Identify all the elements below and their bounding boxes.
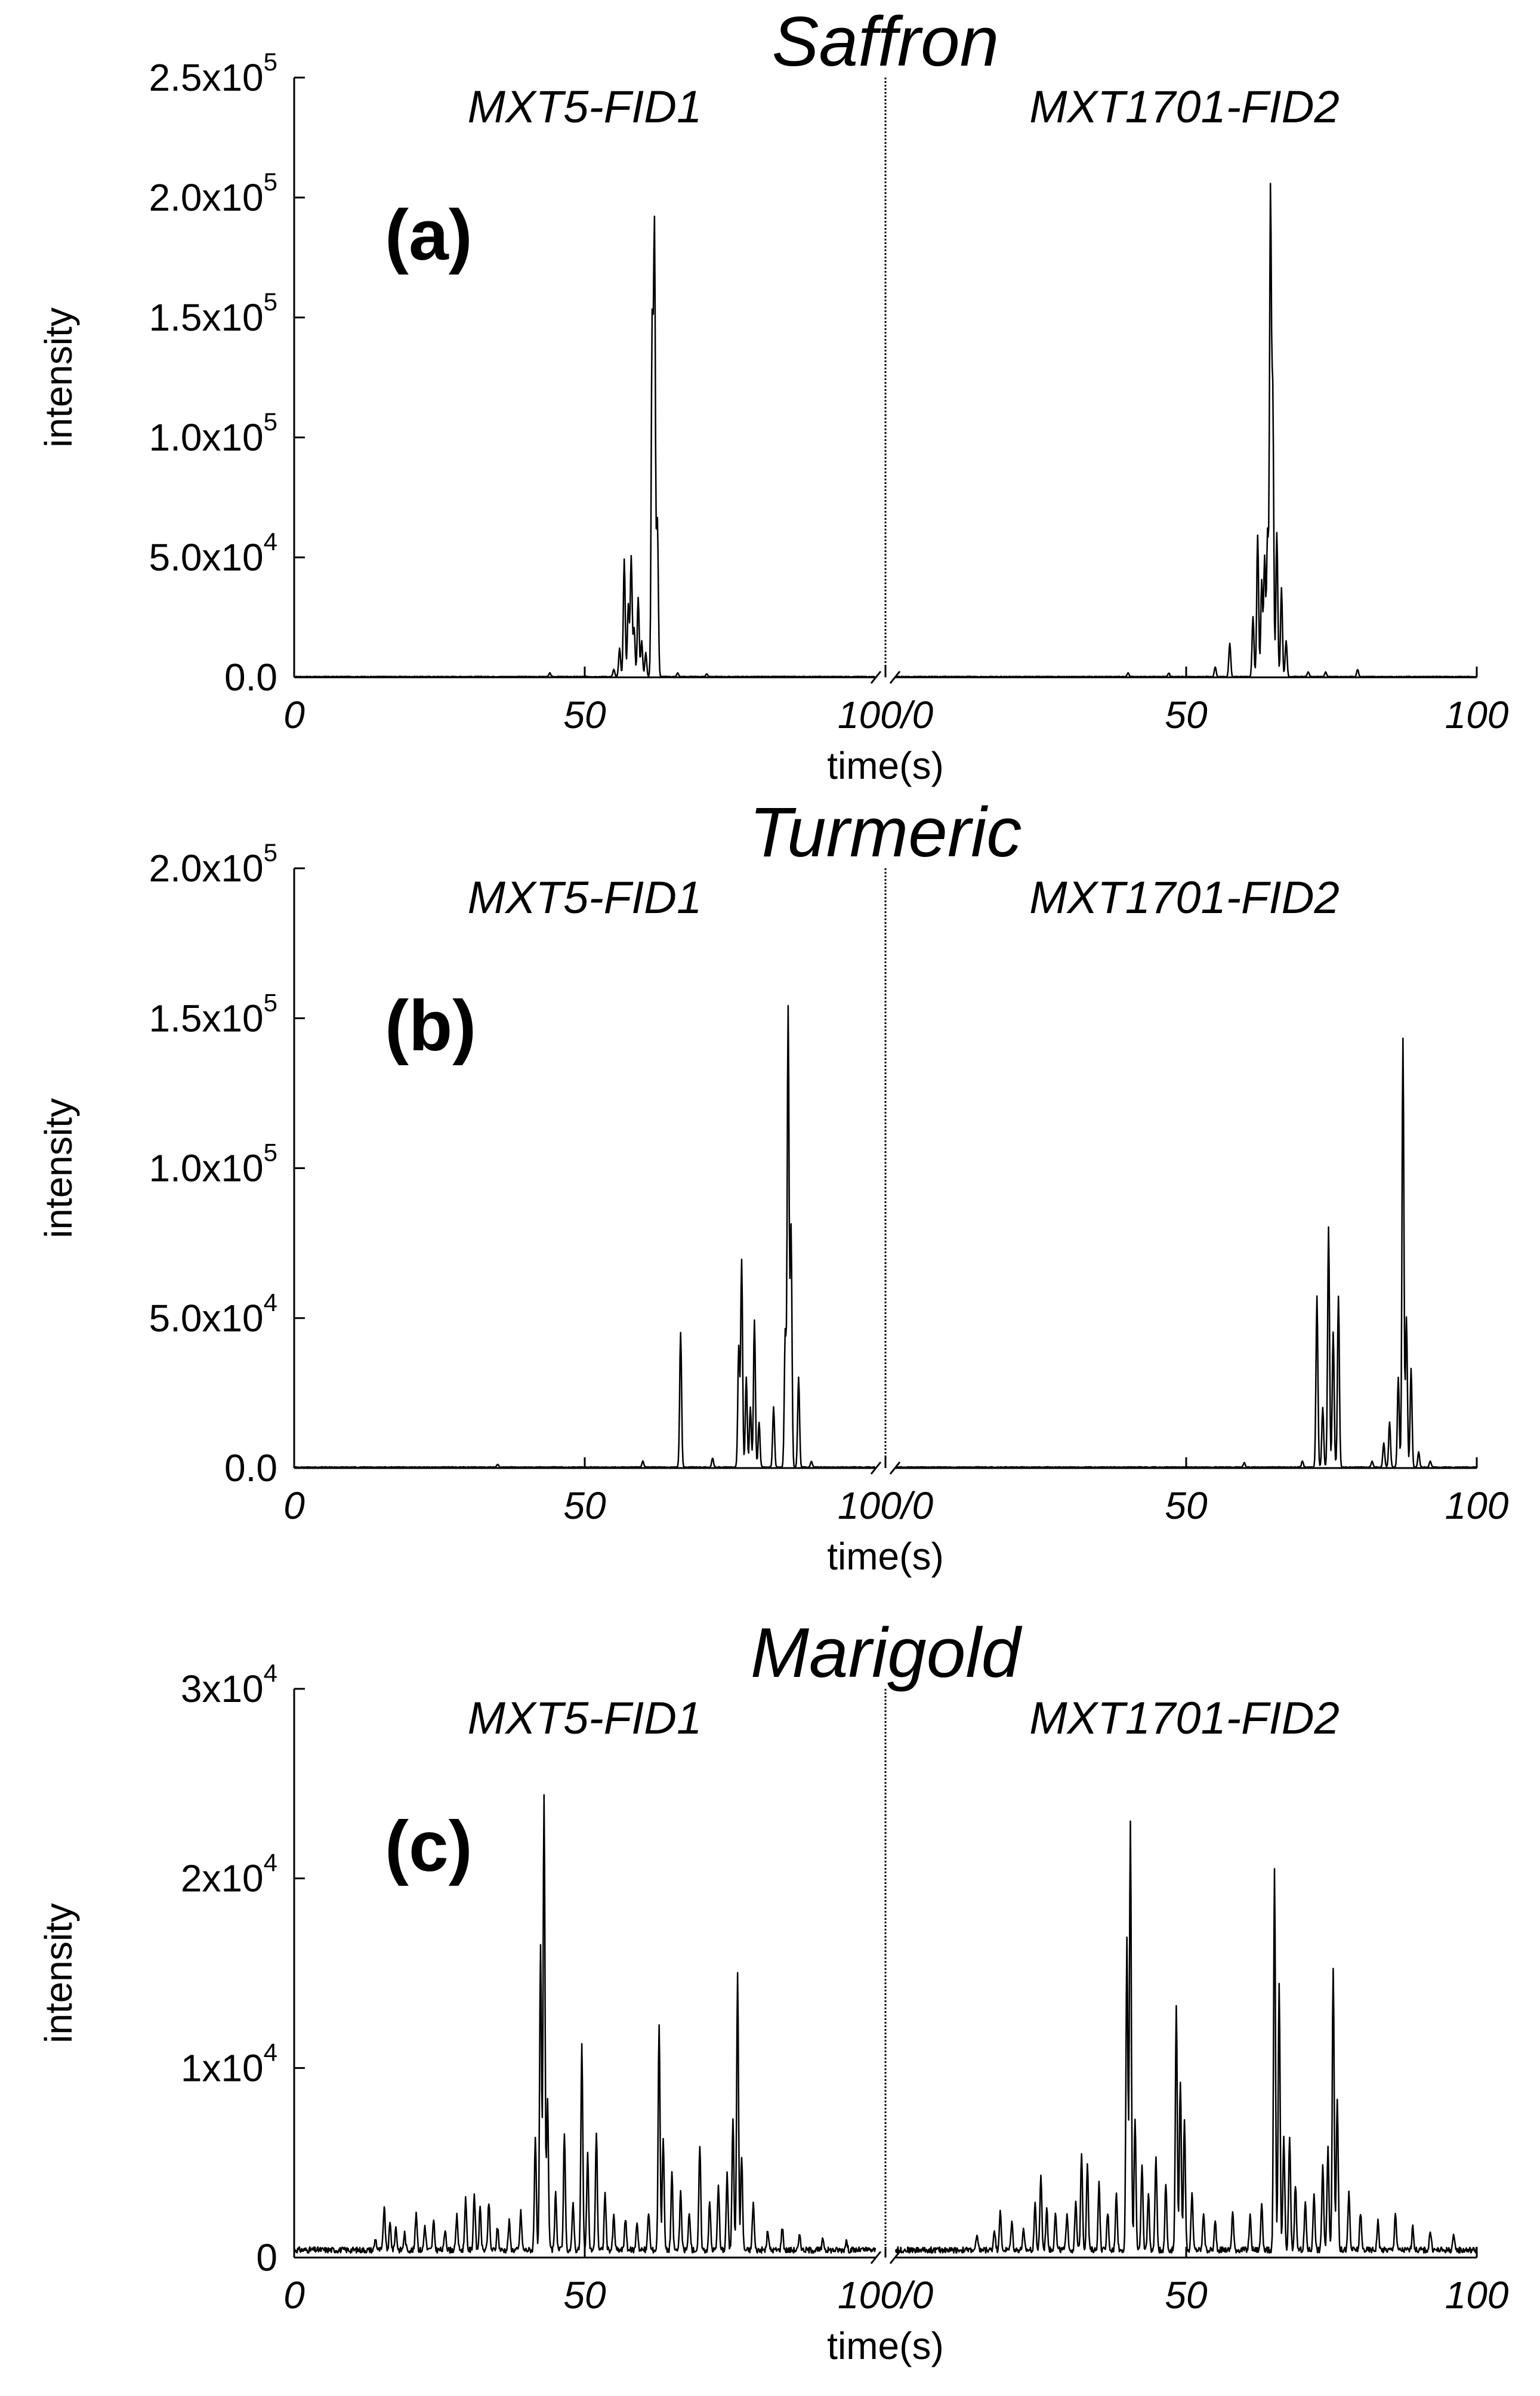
panel-turmeric: Turmeric (b) MXT5-FID1 MXT1701-FID2 0.0 5.0x1… (37, 793, 1509, 1578)
y-tick-label: 0 (256, 2236, 277, 2279)
y-tick-label: 1.5x105 (149, 988, 277, 1040)
x-tick-label: 100 (1445, 2274, 1509, 2317)
panel-title: Marigold (751, 1614, 1023, 1692)
x-tick-label: 50 (563, 693, 606, 736)
panel-marigold: Marigold (c) MXT5-FID1 MXT1701-FID2 0 1x104 2x… (37, 1614, 1509, 2367)
x-axis-label: time(s) (827, 1535, 944, 1578)
channel-label: MXT1701-FID2 (1029, 872, 1340, 923)
x-tick-label: 50 (1165, 693, 1208, 736)
y-tick-label: 2x104 (181, 1849, 277, 1900)
panel-label: (b) (385, 986, 476, 1066)
series-line-mxt1701-fid2 (895, 1037, 1477, 1469)
x-tick-label: 50 (1165, 1484, 1208, 1527)
panel-title: Turmeric (749, 793, 1022, 872)
x-tick-label: 50 (563, 2274, 606, 2317)
channel-label: MXT1701-FID2 (1029, 1693, 1340, 1744)
y-axis-label: intensity (37, 307, 80, 448)
y-tick-label: 1.5x105 (149, 288, 277, 339)
axis-break (870, 2251, 901, 2264)
y-axis-label: intensity (37, 1903, 80, 2043)
y-tick-label: 5.0x104 (149, 528, 277, 579)
x-tick-label: 100 (1445, 1484, 1509, 1527)
x-tick-label: 100/0 (838, 2274, 934, 2317)
channel-label: MXT5-FID1 (468, 82, 702, 132)
y-tick-label: 2.5x105 (149, 48, 277, 99)
x-tick-label: 100/0 (838, 693, 934, 736)
series-line-mxt5-fid1 (294, 215, 876, 678)
axis-break (870, 671, 901, 684)
x-tick-label: 0 (283, 2274, 305, 2317)
panel-label: (c) (385, 1806, 473, 1886)
y-tick-label: 1.0x105 (149, 408, 277, 459)
x-tick-label: 50 (563, 1484, 606, 1527)
panel-title: Saffron (772, 2, 999, 81)
series-line-mxt5-fid1 (293, 1794, 877, 2254)
series-line-mxt1701-fid2 (894, 1820, 1478, 2254)
x-tick-label: 100/0 (838, 1484, 934, 1527)
x-axis-label: time(s) (827, 2324, 944, 2367)
y-axis-label: intensity (37, 1098, 80, 1238)
axis-break (870, 1461, 901, 1475)
series-line-mxt1701-fid2 (895, 183, 1477, 678)
x-tick-label: 0 (283, 693, 305, 736)
y-tick-label: 0.0 (224, 656, 277, 699)
panel-saffron: Saffron (a) MXT5-FID1 MXT1701-FID2 0.0 5.0x10… (37, 2, 1509, 787)
panel-label: (a) (385, 195, 473, 275)
x-tick-label: 100 (1445, 693, 1509, 736)
y-tick-label: 2.0x105 (149, 168, 277, 219)
x-tick-label: 50 (1165, 2274, 1208, 2317)
x-axis-label: time(s) (827, 744, 944, 787)
x-tick-label: 0 (283, 1484, 305, 1527)
channel-label: MXT5-FID1 (468, 1693, 702, 1744)
y-tick-label: 0.0 (224, 1447, 277, 1490)
y-tick-label: 3x104 (181, 1659, 277, 1710)
series-line-mxt5-fid1 (294, 1005, 876, 1469)
y-tick-label: 5.0x104 (149, 1288, 277, 1340)
channel-label: MXT5-FID1 (468, 872, 702, 923)
y-tick-label: 1x104 (181, 2038, 277, 2089)
y-tick-label: 1.0x105 (149, 1139, 277, 1190)
y-tick-label: 2.0x105 (149, 838, 277, 890)
channel-label: MXT1701-FID2 (1029, 82, 1340, 132)
